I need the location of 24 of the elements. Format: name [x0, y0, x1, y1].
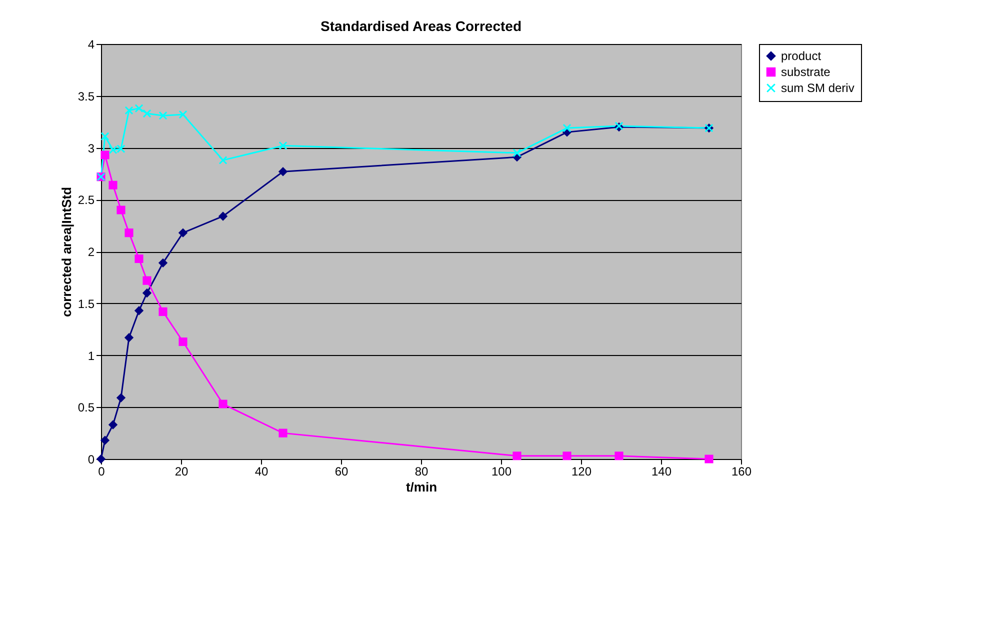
y-tick-label: 3 — [88, 141, 95, 156]
x-tick-label: 120 — [571, 464, 592, 478]
x-tick-label: 100 — [491, 464, 512, 478]
x-tick-label: 0 — [98, 464, 106, 478]
x-tick-label: 160 — [731, 464, 752, 478]
y-tick-label: 2 — [88, 245, 95, 259]
x-axis-title: t/min — [406, 480, 438, 494]
legend-label: sum SM deriv — [781, 81, 854, 95]
y-tick-label: 1 — [88, 348, 95, 363]
y-tick-label: 0 — [88, 452, 95, 466]
x-tick-label: 140 — [651, 464, 672, 478]
legend-label: substrate — [781, 65, 831, 79]
x-tick-label: 60 — [334, 464, 348, 478]
y-tick-label: 2.5 — [78, 193, 95, 208]
x-tick-label: 40 — [254, 464, 268, 478]
y-tick-label: 1.5 — [78, 296, 95, 311]
y-tick-label: 4 — [88, 38, 95, 52]
y-tick-label: 3.5 — [78, 89, 95, 104]
y-tick-label: 0.5 — [78, 400, 95, 415]
x-tick-label: 20 — [174, 464, 188, 478]
x-tick-label: 80 — [414, 464, 428, 478]
chart-title: Standardised Areas Corrected — [320, 18, 522, 34]
y-axis-title: corrected area|IntStd — [58, 186, 74, 318]
legend-label: product — [781, 49, 822, 63]
